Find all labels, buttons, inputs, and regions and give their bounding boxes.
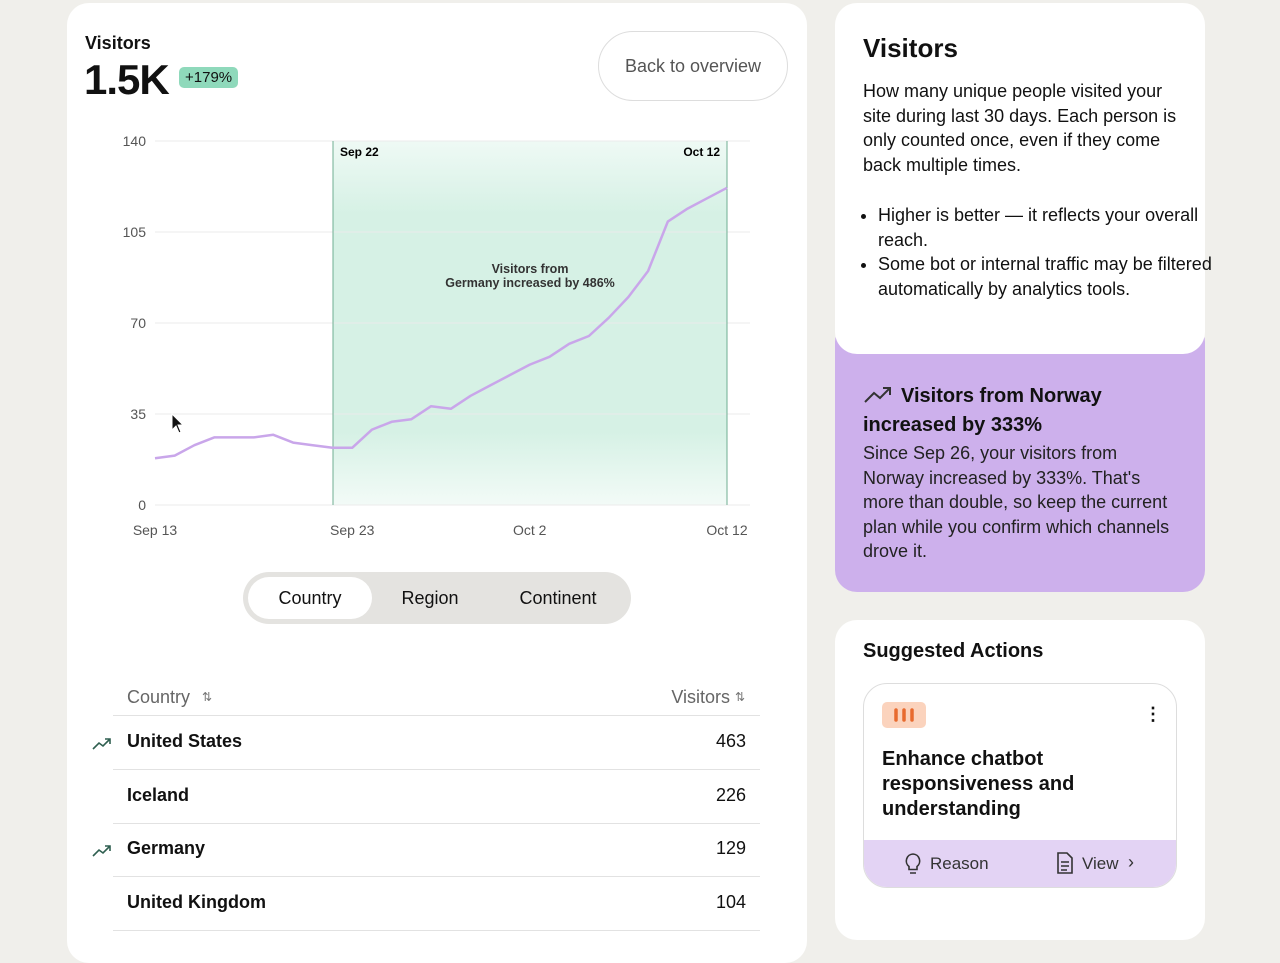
annotation: Visitors from — [492, 262, 569, 276]
x-tick-label: Oct 2 — [513, 522, 547, 538]
metric-value: 1.5K — [84, 56, 170, 103]
chart: 0 35 70 105 140 Sep 22 Oct 12 Visitors fromGerm… — [123, 133, 750, 538]
divider — [113, 929, 760, 931]
insight-body: Since Sep 26, your visitors from Norway … — [863, 443, 1170, 561]
visitor-count: 129 — [715, 838, 746, 858]
y-tick-label: 70 — [130, 315, 146, 331]
x-tick-label: Oct 12 — [706, 522, 747, 538]
actions-card: Suggested Actions ⋮ Enhance chatbot resp… — [835, 620, 1205, 940]
country-name: United Kingdom — [127, 891, 266, 912]
metric-title: Visitors — [85, 33, 151, 53]
trend-icon — [92, 845, 111, 857]
info-list: Higher is better — it reflects your over… — [835, 203, 1224, 301]
insight-title: Visitors from Norway increased by 333% — [863, 385, 1102, 436]
tab[interactable]: Continent — [519, 588, 597, 608]
bullet: Some bot or internal traffic may be filt… — [878, 252, 1224, 301]
info-title: Visitors — [863, 33, 958, 63]
sort-icon: ⇅ — [735, 690, 746, 704]
page: Visitors 1.5K +179% Back to overview 0 35… — [0, 0, 1280, 900]
trend-icon — [92, 738, 111, 750]
chevron: › — [1128, 852, 1134, 872]
visitor-count: 104 — [715, 891, 746, 912]
action-card[interactable]: ⋮ Enhance chatbot responsiveness and und… — [863, 683, 1177, 888]
change-badge: +179% — [179, 67, 239, 88]
column-header: Country — [127, 687, 191, 707]
country-name: Germany — [127, 838, 206, 858]
country-name: Iceland — [127, 784, 190, 805]
y-tick-label: 140 — [123, 133, 147, 149]
highlight-label: Sep 22 — [340, 145, 379, 159]
visitor-count: 226 — [715, 784, 746, 805]
country-name: United States — [127, 731, 243, 751]
actions-title: Suggested Actions — [863, 640, 1044, 662]
highlight-label: Oct 12 — [683, 145, 720, 159]
x-tick-label: Sep 23 — [330, 522, 375, 538]
info-description: How many unique people visited your site… — [863, 81, 1177, 175]
tab[interactable]: Country — [248, 577, 372, 619]
tab[interactable]: Region — [401, 588, 459, 608]
annotation: Germany increased by 486% — [445, 276, 615, 290]
bulb-icon — [905, 853, 921, 874]
doc-icon — [1057, 852, 1073, 874]
insight-card: Visitors from Norway increased by 333% S… — [835, 320, 1205, 592]
trend-icon — [864, 387, 891, 403]
visitor-count: 463 — [715, 731, 746, 751]
action-footer: Reason View › — [864, 840, 1176, 887]
sort-icon: ⇅ — [202, 690, 213, 704]
view-button[interactable]: View — [1082, 854, 1119, 873]
more-menu[interactable]: ⋮ — [1144, 704, 1162, 724]
divider — [113, 715, 760, 716]
x-tick-label: Sep 13 — [133, 522, 178, 538]
y-tick-label: 35 — [130, 406, 146, 422]
back-button[interactable]: Back to overview — [598, 31, 788, 101]
column-header: Visitors — [671, 687, 730, 707]
divider — [113, 769, 760, 770]
bullet: Higher is better — it reflects your over… — [878, 203, 1224, 252]
reason-button[interactable]: Reason — [930, 854, 989, 873]
trend-path — [92, 845, 111, 857]
trend-path — [92, 738, 111, 750]
action-icon — [882, 702, 926, 728]
tab-bar: Country Region Continent — [243, 572, 631, 624]
divider — [113, 822, 760, 824]
line — [154, 186, 728, 460]
cursor — [171, 412, 185, 434]
action-title: Enhance chatbot responsiveness and under… — [882, 748, 1075, 820]
info-card: Visitors How many unique people visited … — [835, 3, 1212, 354]
y-tick-label: 105 — [123, 224, 147, 240]
divider — [113, 876, 760, 877]
y-tick-label: 0 — [138, 497, 146, 513]
